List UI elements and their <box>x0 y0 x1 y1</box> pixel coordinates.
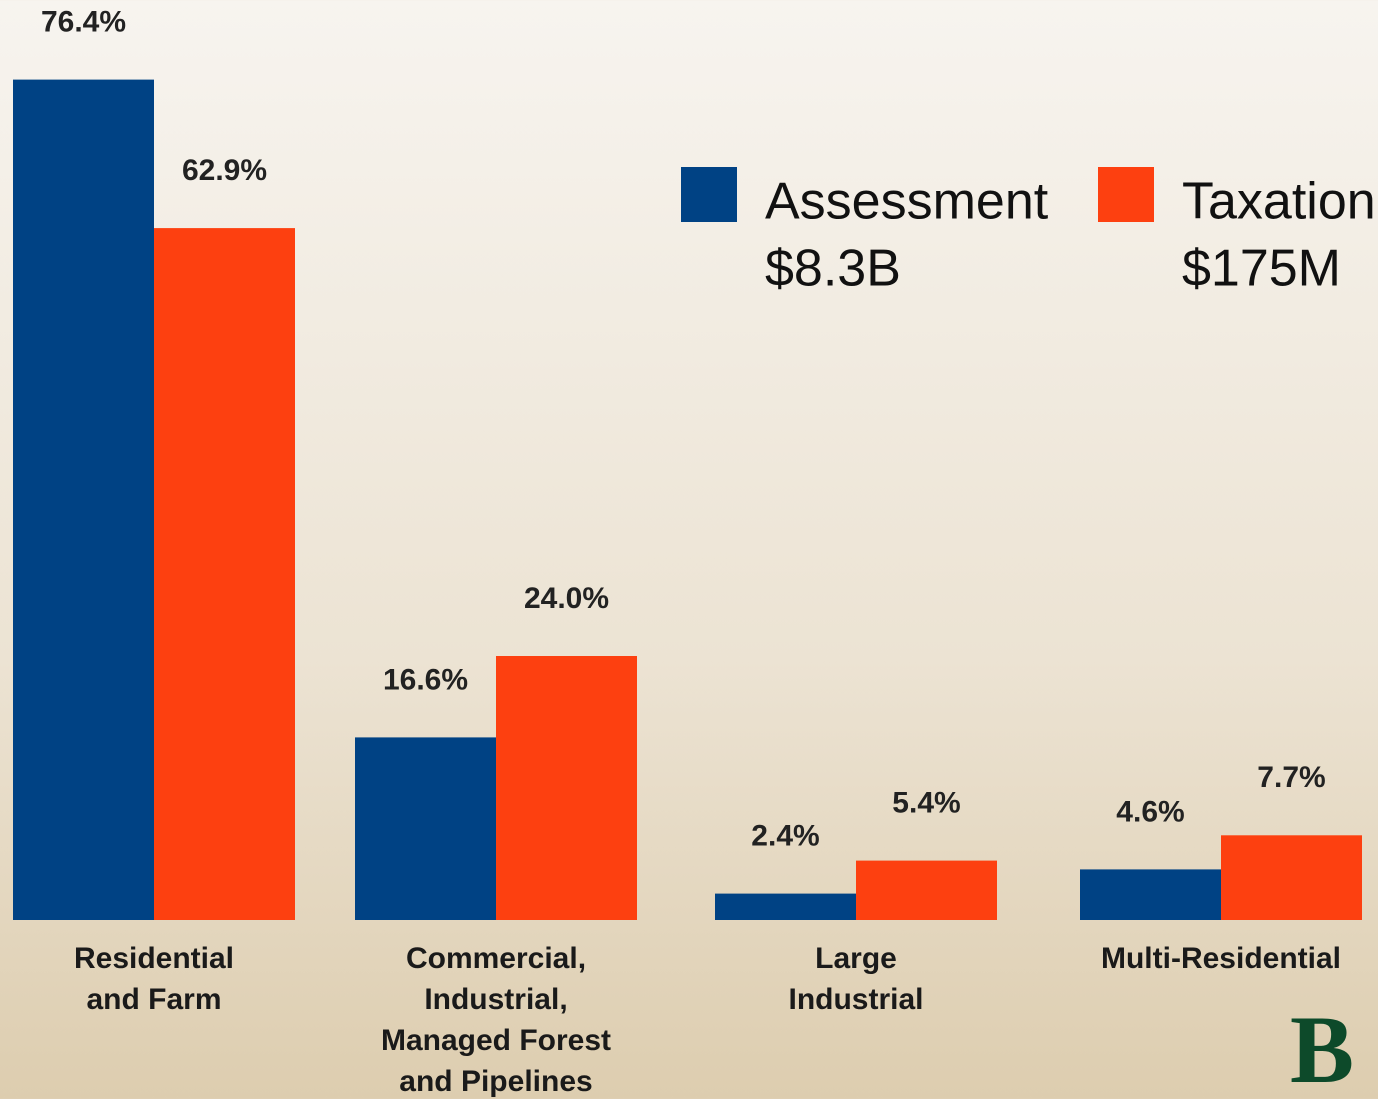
bar <box>715 893 856 920</box>
value-label: 7.7% <box>1257 761 1325 794</box>
value-label: 76.4% <box>41 6 126 39</box>
bar <box>13 79 154 921</box>
legend-total: $8.3B <box>765 240 901 298</box>
legend-label: Taxation <box>1182 173 1376 231</box>
x-tick-label: Residential and Farm <box>73 942 235 1016</box>
logo: B <box>1290 996 1354 1099</box>
value-label: 16.6% <box>383 663 468 696</box>
bar <box>154 228 295 921</box>
legend-swatch <box>681 167 737 222</box>
value-label: 4.6% <box>1116 795 1184 828</box>
bar <box>856 860 997 920</box>
value-label: 2.4% <box>751 820 819 853</box>
value-label: 62.9% <box>182 154 267 187</box>
x-tick-label: Multi-Residential <box>1100 942 1341 975</box>
x-tick-label: Commercial, Industrial, Managed Forest a… <box>380 942 612 1098</box>
legend-label: Assessment <box>765 173 1049 231</box>
bar <box>355 737 496 920</box>
bar <box>1080 869 1221 920</box>
value-label: 5.4% <box>892 787 960 820</box>
value-label: 24.0% <box>524 582 609 615</box>
legend-swatch <box>1098 167 1154 222</box>
bar <box>496 656 637 920</box>
x-tick-label: Large Industrial <box>788 942 924 1016</box>
legend-total: $175M <box>1182 240 1341 298</box>
bar <box>1221 835 1362 920</box>
